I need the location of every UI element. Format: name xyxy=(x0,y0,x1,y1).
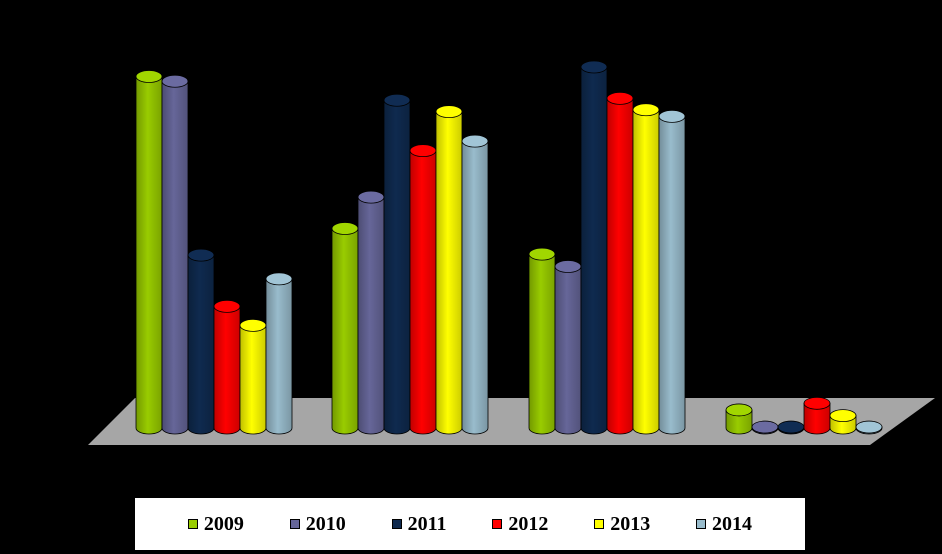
bar-top xyxy=(606,91,634,105)
legend-swatch xyxy=(696,519,707,529)
bar-body xyxy=(239,325,267,435)
bar-2014-group4 xyxy=(855,420,883,435)
bar-2010-group2 xyxy=(357,190,385,435)
bar-2012-group2 xyxy=(409,144,437,435)
bar-2013-group1 xyxy=(239,318,267,435)
legend-item-2014: 2014 xyxy=(696,513,752,536)
legend-label: 2014 xyxy=(712,512,753,535)
bar-body xyxy=(606,97,634,435)
bar-2011-group4 xyxy=(777,420,805,435)
bar-top xyxy=(803,396,831,410)
legend-item-2011: 2011 xyxy=(391,512,447,536)
legend-swatch xyxy=(594,519,605,529)
bar-top xyxy=(632,103,660,117)
bar-body xyxy=(461,140,489,435)
bar-top xyxy=(435,105,463,119)
bar-body xyxy=(580,66,608,435)
bar-2013-group2 xyxy=(435,105,463,435)
bar-2012-group4 xyxy=(803,396,831,435)
bar-top xyxy=(383,93,411,107)
chart-floor xyxy=(88,398,935,445)
bar-body xyxy=(213,306,241,435)
legend: 2009 2010 2011 2012 2013 2014 xyxy=(135,498,805,550)
bar-top xyxy=(829,409,857,423)
bar-2009-group4 xyxy=(725,403,753,435)
bar-top xyxy=(658,110,686,123)
bar-body xyxy=(554,266,582,435)
bar-2009-group3 xyxy=(528,247,556,435)
legend-swatch xyxy=(289,519,300,529)
bar-2010-group4 xyxy=(751,420,779,435)
bar-2013-group4 xyxy=(829,409,857,435)
legend-item-2009: 2009 xyxy=(187,512,244,536)
bar-2012-group1 xyxy=(213,299,241,435)
bar-top xyxy=(855,420,883,434)
bar-top xyxy=(777,420,805,434)
bar-top xyxy=(161,74,189,88)
bar-2014-group1 xyxy=(265,272,293,435)
bar-body xyxy=(135,76,163,435)
bar-body xyxy=(409,150,437,435)
legend-swatch xyxy=(391,519,402,529)
bar-body xyxy=(161,80,189,435)
legend-swatch xyxy=(492,519,503,529)
legend-item-2013: 2013 xyxy=(594,513,650,536)
bar-top xyxy=(135,70,163,83)
legend-label: 2010 xyxy=(305,512,346,535)
bar-2009-group1 xyxy=(135,70,163,435)
bar-top xyxy=(580,60,608,74)
bar-2013-group3 xyxy=(632,103,660,435)
bar-top xyxy=(357,190,385,204)
legend-label: 2012 xyxy=(508,512,549,535)
bar-top xyxy=(528,247,556,261)
legend-swatch xyxy=(187,519,198,529)
bar-top xyxy=(461,134,489,148)
bar-2011-group1 xyxy=(187,248,215,435)
bar-body xyxy=(357,196,385,435)
legend-item-2010: 2010 xyxy=(289,512,346,536)
bar-top xyxy=(554,260,582,273)
bar-top xyxy=(725,403,753,417)
bar-2010-group3 xyxy=(554,260,582,435)
legend-item-2012: 2012 xyxy=(492,513,548,536)
legend-label: 2011 xyxy=(407,512,447,535)
bar-2011-group3 xyxy=(580,60,608,435)
bar-body xyxy=(528,253,556,435)
bar-body xyxy=(383,99,411,435)
bar-top xyxy=(187,248,215,262)
legend-label: 2013 xyxy=(610,512,651,535)
bar-2012-group3 xyxy=(606,91,634,435)
bars-group xyxy=(135,60,883,435)
bar-body xyxy=(265,278,293,435)
bar-body xyxy=(658,116,686,435)
bar-body xyxy=(187,254,215,435)
bar-body xyxy=(331,228,359,435)
bar-2011-group2 xyxy=(383,93,411,435)
bar-top xyxy=(409,144,437,158)
legend-label: 2009 xyxy=(203,512,244,535)
bar-2009-group2 xyxy=(331,222,359,435)
bar-2014-group3 xyxy=(658,110,686,435)
bar-2010-group1 xyxy=(161,74,189,435)
bar-top xyxy=(213,299,241,313)
bar-2014-group2 xyxy=(461,134,489,435)
bar-top xyxy=(265,272,293,286)
bar-body xyxy=(632,109,660,435)
bar-top xyxy=(751,420,779,434)
bar-top xyxy=(331,222,359,235)
bar-body xyxy=(435,111,463,435)
bar-top xyxy=(239,318,267,332)
